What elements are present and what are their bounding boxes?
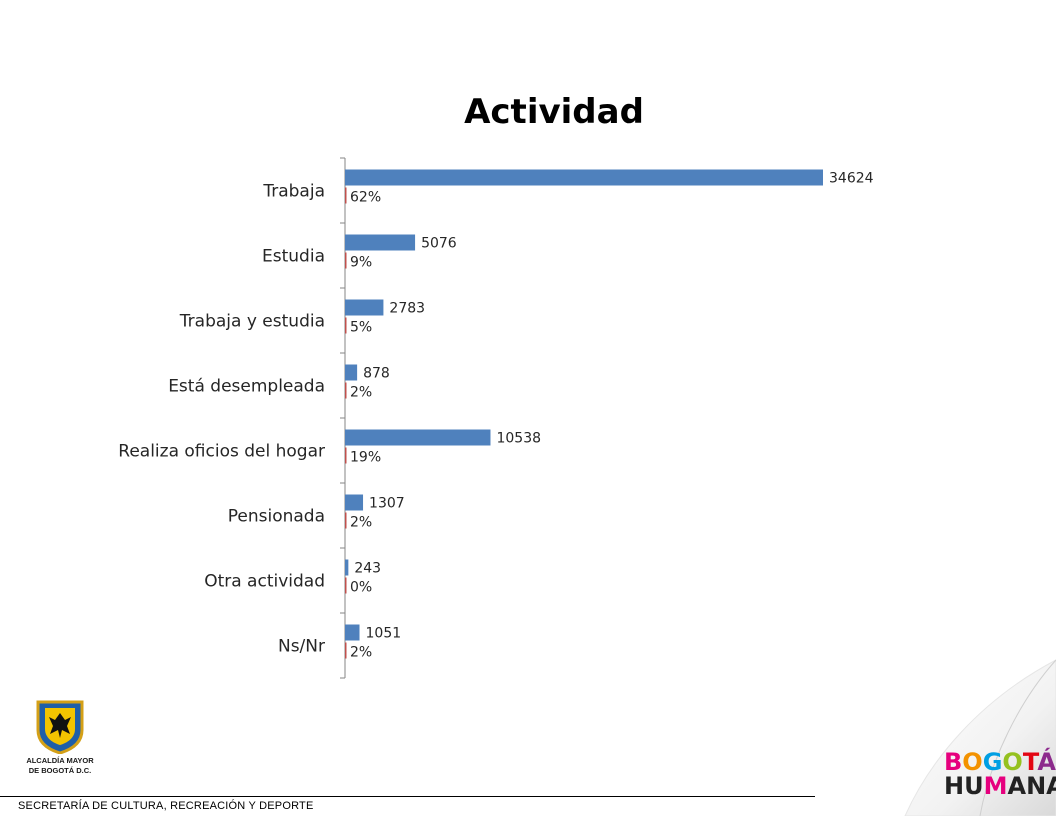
category-label: Estudia <box>262 247 325 267</box>
bogota-wordmark: BOGOTÁ <box>944 748 1056 776</box>
data-label-count: 10538 <box>496 431 541 447</box>
bar-percent <box>345 252 347 269</box>
logo-letter: B <box>944 748 963 776</box>
bar-count <box>345 169 823 186</box>
bar-percent <box>345 642 347 659</box>
category-label: Otra actividad <box>204 572 325 592</box>
bar-count <box>345 234 416 251</box>
logo-letter: Á <box>1037 748 1056 776</box>
humana-wordmark: HUMANA <box>944 772 1056 800</box>
logo-letter: G <box>982 748 1003 776</box>
bar-count <box>345 364 358 381</box>
data-label-percent: 0% <box>350 580 372 596</box>
labels-group: Trabaja 34624 62% Estudia 5076 9% Trabaja y es… <box>118 171 873 661</box>
logo-letter: H <box>944 772 965 800</box>
logo-letter: N <box>1026 772 1047 800</box>
bar-percent <box>345 382 347 399</box>
bar-percent <box>345 577 347 594</box>
logo-letter: M <box>983 772 1008 800</box>
data-label-percent: 2% <box>350 645 372 661</box>
chart-title: Actividad <box>464 92 644 132</box>
footer-text: SECRETARÍA DE CULTURA, RECREACIÓN Y DEPO… <box>18 800 314 812</box>
bar-percent <box>345 317 347 334</box>
bar-percent <box>345 187 347 204</box>
bogota-humana-logo: BOGOTÁ HUMANA <box>944 748 1056 800</box>
bar-percent <box>345 447 347 464</box>
alcaldia-logo: ALCALDÍA MAYOR DE BOGOTÁ D.C. <box>14 700 124 785</box>
logo-letter: O <box>962 748 983 776</box>
bar-count <box>345 624 360 641</box>
bar-percent <box>345 512 347 529</box>
bar-count <box>345 299 384 316</box>
category-label: Trabaja <box>262 182 325 202</box>
data-label-count: 878 <box>363 366 390 382</box>
category-label: Está desempleada <box>168 377 325 397</box>
category-label: Ns/Nr <box>278 637 325 657</box>
bar-count <box>345 559 349 576</box>
data-label-percent: 9% <box>350 255 372 271</box>
footer-divider <box>0 796 815 797</box>
data-label-count: 5076 <box>421 236 457 252</box>
data-label-percent: 62% <box>350 190 381 206</box>
category-label: Trabaja y estudia <box>179 312 325 332</box>
data-label-percent: 19% <box>350 450 381 466</box>
tick-marks <box>340 157 345 679</box>
data-label-count: 34624 <box>829 171 874 187</box>
bar-count <box>345 494 364 511</box>
data-label-percent: 5% <box>350 320 372 336</box>
data-label-count: 2783 <box>389 301 425 317</box>
logo-letter: T <box>1022 748 1038 776</box>
bars-group <box>345 169 823 659</box>
data-label-count: 243 <box>354 561 381 577</box>
data-label-count: 1051 <box>366 626 402 642</box>
bar-count <box>345 429 491 446</box>
category-label: Pensionada <box>228 507 325 527</box>
data-label-percent: 2% <box>350 385 372 401</box>
category-label: Realiza oficios del hogar <box>118 442 325 462</box>
coat-of-arms-icon <box>36 700 84 754</box>
data-label-percent: 2% <box>350 515 372 531</box>
data-label-count: 1307 <box>369 496 405 512</box>
logo-letter: O <box>1002 748 1023 776</box>
logo-letter: A <box>1007 772 1027 800</box>
logo-letter: A <box>1046 772 1056 800</box>
alcaldia-text: ALCALDÍA MAYOR DE BOGOTÁ D.C. <box>26 756 94 775</box>
logo-letter: U <box>964 772 984 800</box>
